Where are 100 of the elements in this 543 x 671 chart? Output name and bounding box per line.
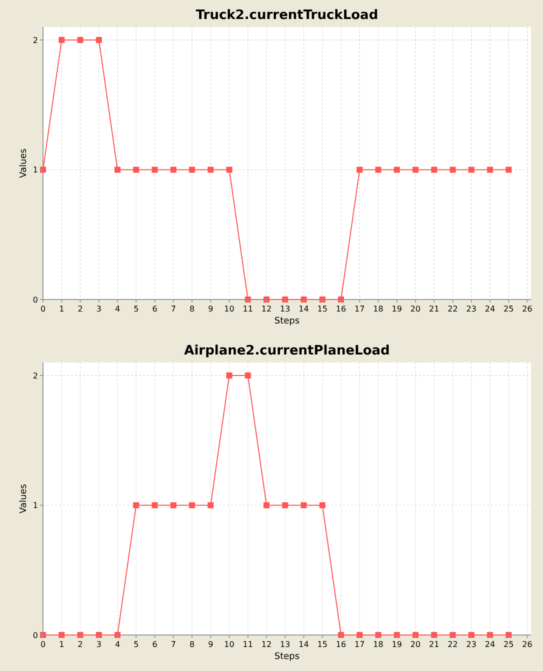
point (300, 502, 307, 508)
x-tick-label: 13 (280, 640, 290, 649)
x-tick-label: 5 (134, 304, 139, 314)
x-tick-label: 7 (170, 640, 176, 649)
x-tick-label: 1 (59, 640, 64, 649)
x-tick-label: 23 (466, 640, 476, 649)
point (300, 296, 307, 302)
x-tick-label: 12 (261, 304, 272, 314)
point (375, 632, 382, 638)
point (170, 166, 176, 173)
point (58, 36, 65, 43)
x-tick-label: 16 (336, 304, 346, 314)
x-tick-label: 0 (40, 640, 46, 649)
point (394, 632, 400, 638)
point (264, 296, 270, 302)
x-tick-label: 8 (189, 640, 195, 649)
point (77, 632, 84, 638)
point (152, 502, 158, 508)
point (96, 632, 102, 638)
x-tick-label: 2 (78, 304, 83, 314)
x-tick-label: 11 (242, 640, 253, 649)
point (114, 632, 121, 638)
x-tick-label: 16 (336, 640, 346, 649)
x-tick-label: 14 (298, 304, 309, 314)
point (226, 166, 232, 173)
x-tick-label: 10 (224, 304, 234, 314)
x-tick-label: 18 (373, 640, 384, 649)
point (450, 632, 456, 638)
x-tick-label: 18 (373, 304, 384, 314)
y-tick-label: 1 (32, 166, 38, 175)
point (356, 632, 363, 638)
point (152, 166, 158, 173)
x-tick-label: 17 (354, 304, 365, 314)
point (133, 502, 140, 508)
point (226, 372, 232, 378)
x-tick-label: 3 (96, 304, 102, 314)
point (468, 166, 474, 173)
x-tick-label: 24 (484, 640, 496, 649)
point (77, 36, 84, 43)
point (244, 372, 251, 378)
x-tick-label: 0 (40, 304, 46, 314)
point (96, 36, 102, 43)
x-axis-title: Steps (274, 316, 300, 326)
point (319, 296, 326, 302)
x-tick-label: 9 (208, 640, 214, 649)
x-tick-label: 12 (261, 640, 272, 649)
point (506, 166, 512, 173)
x-tick-label: 22 (448, 640, 458, 649)
x-tick-label: 20 (410, 304, 421, 314)
x-tick-label: 14 (298, 640, 309, 649)
point (394, 166, 400, 173)
x-tick-label: 21 (429, 304, 440, 314)
point (189, 166, 196, 173)
y-tick-label: 1 (32, 501, 38, 510)
x-tick-label: 20 (410, 640, 421, 649)
point (338, 632, 344, 638)
x-tick-label: 9 (208, 304, 214, 314)
point (319, 502, 326, 508)
point (133, 166, 140, 173)
point (208, 166, 214, 173)
x-tick-label: 19 (392, 304, 402, 314)
x-tick-label: 26 (522, 304, 532, 314)
x-tick-label: 15 (317, 640, 328, 649)
x-tick-label: 22 (448, 304, 458, 314)
point (356, 166, 363, 173)
point (264, 502, 270, 508)
x-tick-label: 2 (78, 640, 83, 649)
x-tick-label: 8 (189, 304, 195, 314)
x-tick-label: 17 (354, 640, 365, 649)
x-tick-label: 26 (522, 640, 532, 649)
point (468, 632, 474, 638)
x-tick-label: 7 (170, 304, 176, 314)
y-tick-label: 2 (32, 371, 38, 380)
point (282, 296, 288, 302)
point (208, 502, 214, 508)
x-tick-label: 4 (114, 304, 120, 314)
y-tick-label: 0 (32, 296, 38, 304)
x-tick-label: 25 (504, 304, 514, 314)
point (375, 166, 382, 173)
x-tick-label: 23 (466, 304, 476, 314)
x-tick-label: 13 (280, 304, 290, 314)
x-tick-label: 21 (429, 640, 440, 649)
point (412, 166, 419, 173)
point (170, 502, 176, 508)
x-tick-label: 6 (152, 304, 158, 314)
x-tick-label: 15 (317, 304, 328, 314)
point (487, 632, 494, 638)
point (338, 296, 344, 302)
point (189, 502, 196, 508)
x-tick-label: 11 (242, 304, 253, 314)
point (40, 166, 46, 173)
x-tick-label: 25 (504, 640, 514, 649)
x-tick-label: 4 (114, 640, 120, 649)
point (506, 632, 512, 638)
point (450, 166, 456, 173)
x-tick-label: 1 (59, 304, 64, 314)
x-tick-label: 3 (96, 640, 102, 649)
x-axis-title: Steps (274, 652, 300, 662)
x-tick-label: 6 (152, 640, 158, 649)
chart-title: Truck2.currentTruckLoad (196, 8, 378, 23)
